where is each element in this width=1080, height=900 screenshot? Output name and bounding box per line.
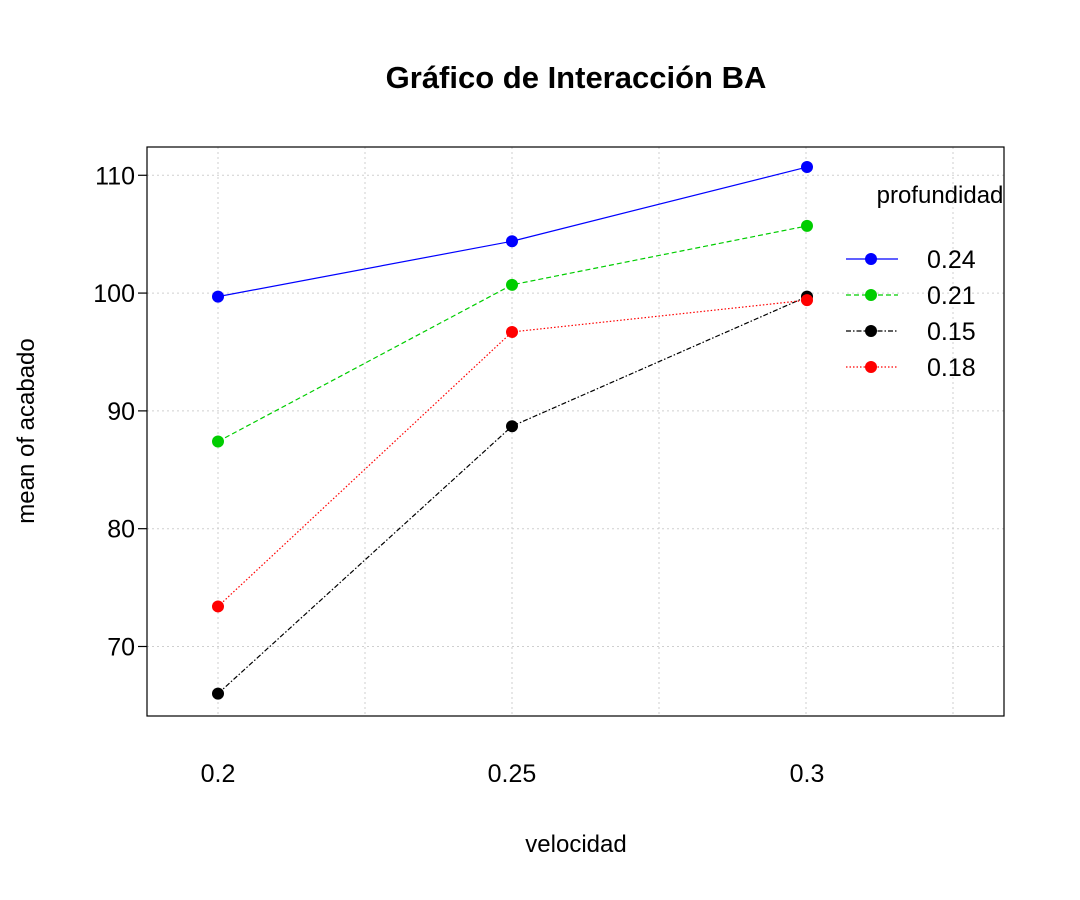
legend-label: 0.15 — [927, 318, 976, 346]
x-axis-ticks: 0.2 0.25 0.3 — [201, 760, 825, 788]
data-point — [212, 435, 224, 448]
legend-marker — [865, 289, 877, 301]
legend: profundidad 0.24 0.21 0.15 0.18 — [846, 182, 1003, 382]
grid-lines — [147, 147, 1004, 716]
legend-marker — [865, 325, 877, 337]
legend-entry: 0.24 — [846, 246, 976, 274]
series-group — [212, 161, 813, 700]
y-axis-label: mean of acabado — [13, 338, 40, 523]
x-tick-label: 0.25 — [488, 760, 537, 788]
legend-label: 0.21 — [927, 282, 976, 310]
series-0.18 — [212, 294, 813, 613]
data-point — [506, 325, 518, 338]
legend-marker — [865, 361, 877, 373]
y-tick-label: 90 — [107, 398, 135, 426]
plot-frame — [146, 146, 1005, 717]
x-tick-label: 0.3 — [790, 760, 825, 788]
data-point — [506, 235, 518, 248]
data-point — [212, 600, 224, 613]
y-tick-label: 110 — [95, 162, 135, 190]
series-line — [217, 296, 808, 695]
data-point — [506, 278, 518, 291]
legend-title: profundidad — [877, 182, 1004, 209]
data-point — [801, 219, 813, 232]
y-tick-label: 70 — [107, 633, 135, 661]
legend-label: 0.18 — [927, 354, 976, 382]
legend-marker — [865, 253, 877, 265]
data-point — [801, 294, 813, 307]
legend-entry: 0.15 — [846, 318, 976, 346]
chart-title: Gráfico de Interacción BA — [386, 60, 767, 95]
x-tick-label: 0.2 — [201, 760, 236, 788]
series-line — [217, 299, 808, 607]
y-tick-label: 80 — [107, 516, 135, 544]
data-point — [212, 290, 224, 303]
legend-entry: 0.18 — [846, 354, 976, 382]
data-point — [801, 161, 813, 174]
series-0.24 — [212, 161, 813, 303]
data-point — [506, 420, 518, 433]
y-tick-label: 100 — [93, 280, 135, 308]
data-point — [212, 687, 224, 700]
series-0.21 — [212, 219, 813, 448]
legend-label: 0.24 — [927, 246, 976, 274]
legend-entry: 0.21 — [846, 282, 976, 310]
y-axis: 70 80 90 100 110 — [93, 162, 147, 661]
x-axis-label: velocidad — [525, 831, 626, 858]
